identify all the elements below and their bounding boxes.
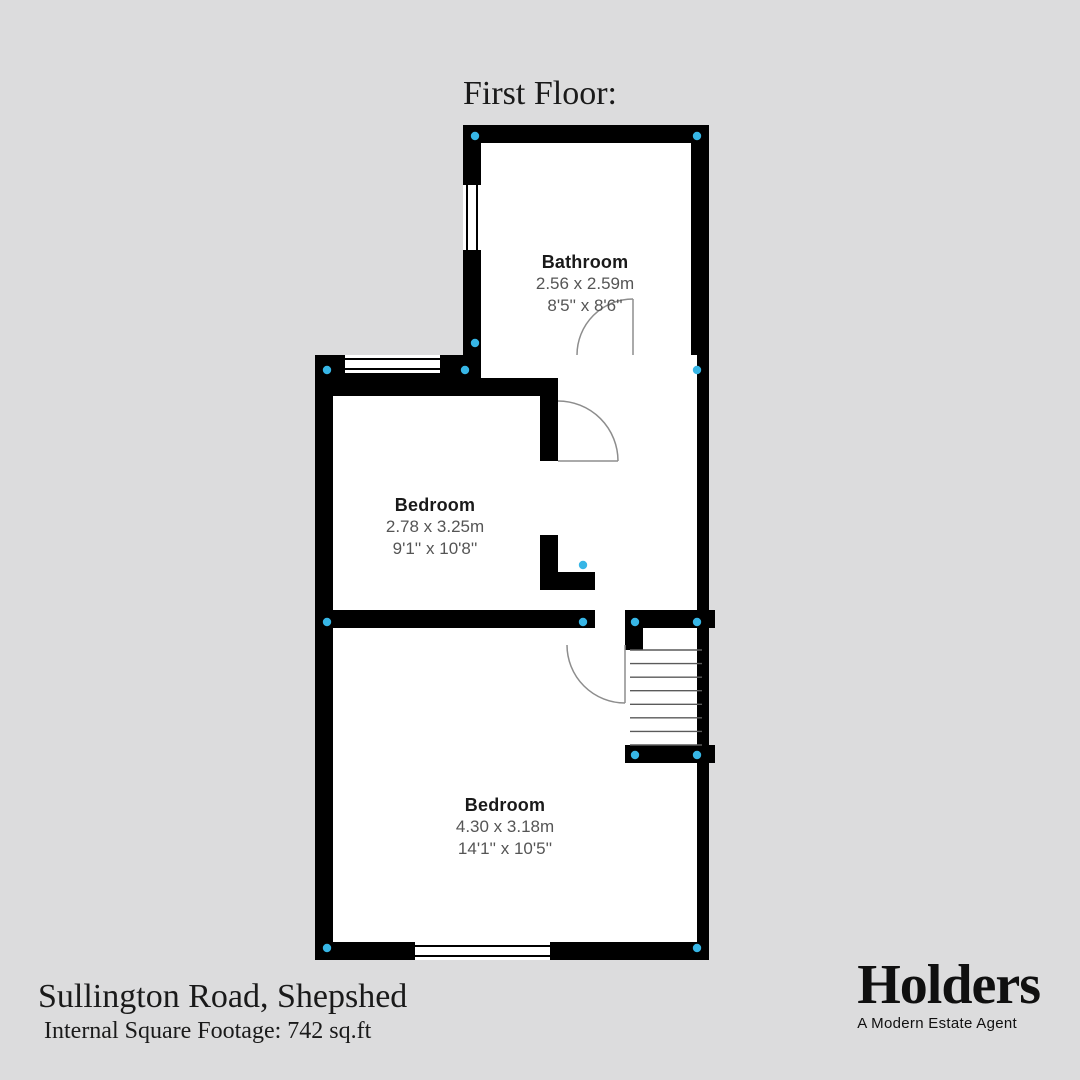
room-label-bedroom1: Bedroom2.78 x 3.25m9'1'' x 10'8'' [335,495,535,560]
page-title: First Floor: [0,75,1080,113]
room-label-bedroom2: Bedroom4.30 x 3.18m14'1'' x 10'5'' [405,795,605,860]
brand-name: Holders [857,953,1040,1017]
brand-block: Holders A Modern Estate Agent [857,953,1040,1032]
floorplan: Bathroom2.56 x 2.59m8'5'' x 8'6'' Bedroom… [315,125,715,960]
property-address: Sullington Road, Shepshed [38,978,407,1016]
room-label-bathroom: Bathroom2.56 x 2.59m8'5'' x 8'6'' [485,252,685,317]
internal-footage: Internal Square Footage: 742 sq.ft [44,1018,407,1045]
brand-tagline: A Modern Estate Agent [857,1015,1040,1032]
footer-left: Sullington Road, Shepshed Internal Squar… [38,978,407,1045]
